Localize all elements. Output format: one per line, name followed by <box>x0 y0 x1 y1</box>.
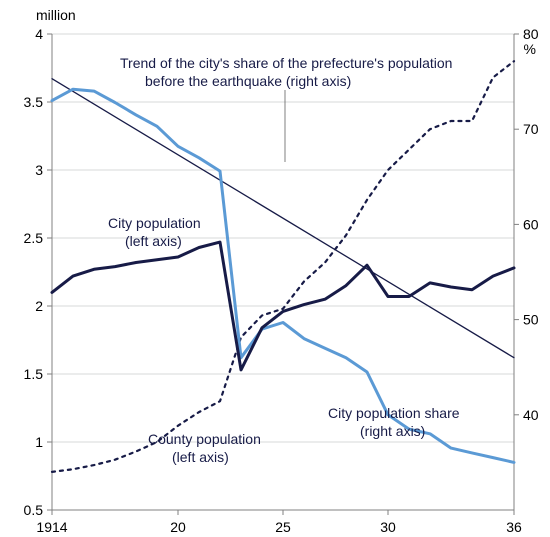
label-city-pop-line2: (left axis) <box>125 233 182 249</box>
yl-tick-label: 1 <box>35 434 43 450</box>
label-share-line1: City population share <box>328 405 460 421</box>
label-county-pop-line1: County population <box>148 431 261 447</box>
label-y-right-unit: % <box>524 41 536 57</box>
label-y-left-unit: million <box>36 7 76 23</box>
label-county-pop-line2: (left axis) <box>172 449 229 465</box>
yl-tick-label: 0.5 <box>24 502 44 518</box>
yr-tick-label: 60 <box>523 216 539 232</box>
population-chart: 1914 20 25 30 36 0.5 1 1.5 2 2.5 3 3.5 4 40 50 60 70 80 mi… <box>0 0 550 537</box>
yl-tick-label: 3.5 <box>24 94 44 110</box>
yl-tick-label: 3 <box>35 162 43 178</box>
x-tick-label: 30 <box>380 519 396 535</box>
yr-tick-label: 70 <box>523 121 539 137</box>
yl-tick-label: 4 <box>35 26 43 42</box>
label-share-line2: (right axis) <box>360 423 425 439</box>
yl-tick-label: 2 <box>35 298 43 314</box>
label-city-pop-line1: City population <box>108 215 201 231</box>
yr-tick-label: 80 <box>523 26 539 42</box>
x-tick-label: 36 <box>506 519 522 535</box>
label-trend-line1: Trend of the city's share of the prefect… <box>120 55 452 71</box>
x-tick-label: 25 <box>275 519 291 535</box>
label-trend-line2: before the earthquake (right axis) <box>145 73 351 89</box>
yr-tick-label: 50 <box>523 312 539 328</box>
yl-tick-label: 2.5 <box>24 230 44 246</box>
yr-tick-label: 40 <box>523 407 539 423</box>
yl-tick-label: 1.5 <box>24 366 44 382</box>
x-tick-label: 1914 <box>36 519 67 535</box>
x-tick-label: 20 <box>170 519 186 535</box>
